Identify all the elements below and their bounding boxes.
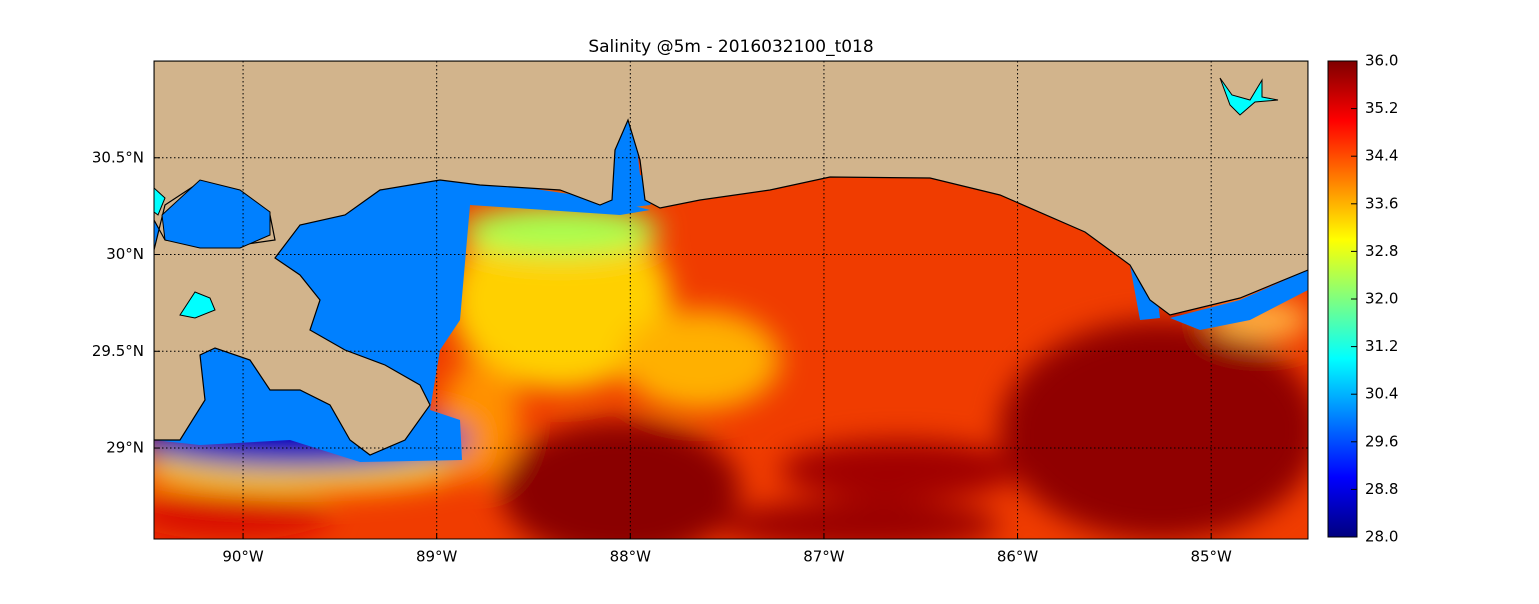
colorbar-tick-label: 29.6 (1365, 432, 1398, 450)
land (154, 61, 1308, 456)
x-tick-label: 87°W (803, 548, 845, 566)
x-tick-label: 85°W (1190, 548, 1232, 566)
x-tick-label: 90°W (222, 548, 264, 566)
x-tick-label: 88°W (610, 548, 652, 566)
colorbar-tick-label: 30.4 (1365, 385, 1398, 403)
field-shading (154, 205, 1308, 539)
x-tick-label: 89°W (416, 548, 458, 566)
colorbar-tick-label: 28.8 (1365, 480, 1398, 498)
plot-frame (153, 60, 1309, 540)
y-tick-label: 30.5°N (92, 148, 144, 166)
y-tick-label: 30°N (106, 245, 144, 263)
y-tick-label: 29.5°N (92, 342, 144, 360)
colorbar-tick-label: 33.6 (1365, 194, 1398, 212)
colorbar-tick-label: 32.8 (1365, 242, 1398, 260)
colorbar-tick-label: 28.0 (1365, 528, 1398, 546)
bays (610, 110, 1308, 330)
colorbar-tick-label: 35.2 (1365, 99, 1398, 117)
colorbar-tick-label: 32.0 (1365, 290, 1398, 308)
y-tick-label: 29°N (106, 439, 144, 457)
x-tick-label: 86°W (997, 548, 1039, 566)
colorbar-tick-label: 34.4 (1365, 147, 1398, 165)
lagoons (154, 77, 1279, 319)
salinity-field (154, 61, 1308, 539)
chart-title: Salinity @5m - 2016032100_t018 (588, 37, 873, 57)
colorbar-tick-label: 31.2 (1365, 337, 1398, 355)
colorbar-tick-label: 36.0 (1365, 52, 1398, 70)
